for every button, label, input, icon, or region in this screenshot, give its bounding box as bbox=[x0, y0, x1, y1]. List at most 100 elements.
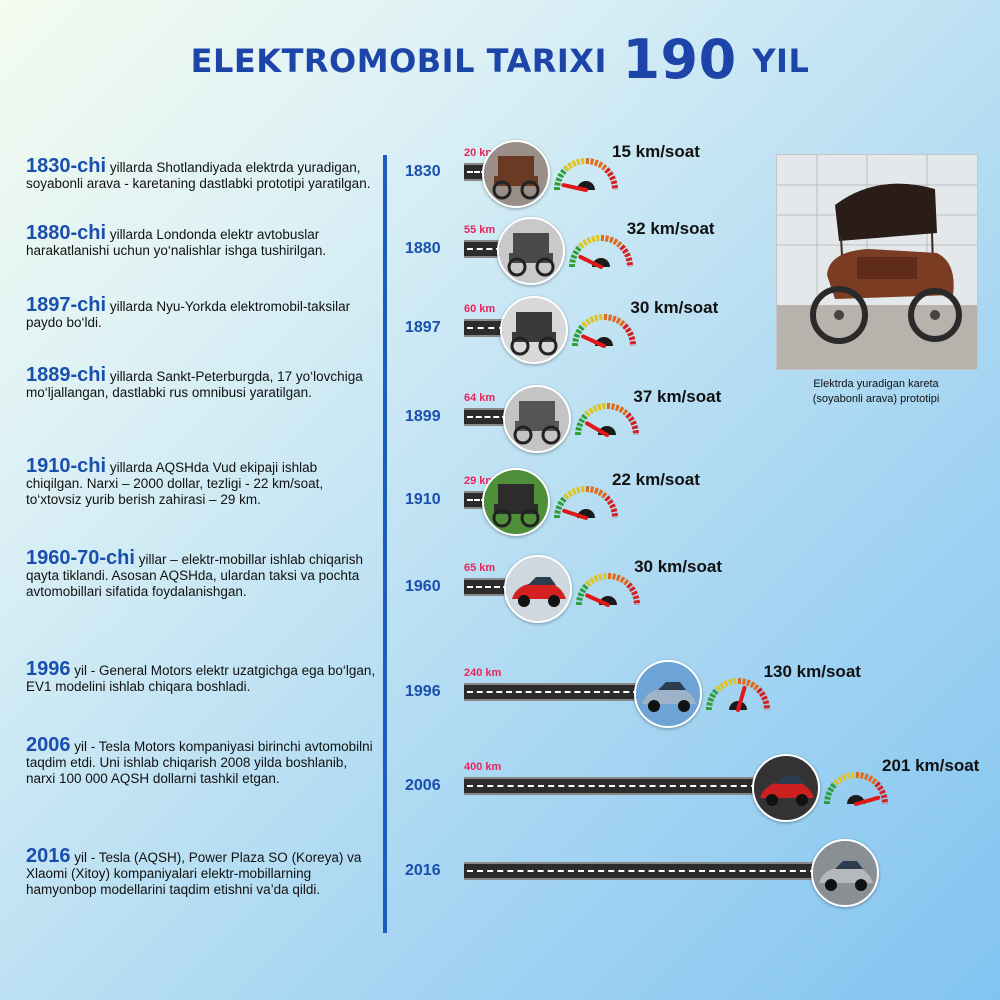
event-item: 1996 yil - General Motors elektr uzatgic… bbox=[26, 658, 376, 695]
gauge-arc-segment bbox=[585, 573, 609, 587]
car-body bbox=[494, 504, 538, 514]
car-photo bbox=[482, 140, 550, 208]
gauge-arc-segment bbox=[604, 314, 628, 328]
car-cabin bbox=[519, 401, 556, 423]
car-photo bbox=[496, 217, 565, 285]
event-item: 2006 yil - Tesla Motors kompaniyasi biri… bbox=[26, 734, 376, 787]
photo-caption-line2: (soyabonli arava) prototipi bbox=[812, 393, 940, 405]
event-year: 2006 bbox=[26, 734, 71, 756]
page-title: ELEKTROMOBIL TARIXI 190 YIL bbox=[0, 28, 1000, 91]
car-window bbox=[835, 861, 863, 869]
car-wheel bbox=[513, 425, 533, 445]
gauge-arc-segment bbox=[622, 323, 637, 347]
event-text: yillar – elektr-mobillar ishlab chiqaris… bbox=[26, 552, 364, 599]
gauge-arc-segment bbox=[607, 403, 630, 417]
event-year: 2016 bbox=[26, 845, 71, 867]
gauge-needle bbox=[585, 593, 611, 607]
car-body bbox=[515, 421, 560, 431]
event-text: yil - Tesla Motors kompaniyasi birinchi … bbox=[26, 739, 373, 786]
timeline-divider bbox=[383, 155, 387, 933]
range-label: 60 km bbox=[464, 303, 496, 315]
event-year: 1897-chi bbox=[26, 294, 107, 316]
range-bar bbox=[464, 408, 512, 426]
timeline-year-label: 1880 bbox=[405, 240, 441, 257]
gauge-arc-segment bbox=[563, 486, 587, 500]
event-text: yil - General Motors elektr uzatgichga e… bbox=[26, 663, 376, 694]
event-year: 1996 bbox=[26, 658, 71, 680]
gauge-arc-segment bbox=[575, 412, 590, 436]
range-bar bbox=[464, 240, 505, 258]
car-wheel bbox=[492, 180, 512, 200]
gauge-arc-segment bbox=[578, 235, 601, 249]
speed-label: 201 km/soat bbox=[882, 756, 980, 775]
car-wheel bbox=[541, 425, 561, 445]
gauge-arc-segment bbox=[600, 235, 624, 249]
gauge-arc-segment bbox=[833, 772, 857, 786]
gauge-needle bbox=[854, 795, 881, 806]
range-bar bbox=[464, 862, 819, 880]
car-photo bbox=[500, 296, 569, 364]
speed-gauge-dial bbox=[705, 678, 770, 712]
timeline-year-label: 2016 bbox=[405, 862, 441, 879]
speed-label: 32 km/soat bbox=[626, 219, 715, 238]
gauge-needle bbox=[735, 685, 747, 712]
carriage-photo bbox=[776, 154, 978, 370]
event-year: 1830-chi bbox=[26, 155, 107, 177]
range-label: 55 km bbox=[464, 224, 496, 236]
speed-gauge bbox=[702, 672, 774, 712]
car-cabin bbox=[498, 484, 534, 506]
event-year: 1889-chi bbox=[26, 364, 107, 386]
event-text: yillarda AQSHda Vud ekipaji ishlab chiqi… bbox=[26, 460, 324, 507]
event-year: 1960-70-chi bbox=[26, 547, 135, 569]
timeline-year-label: 2006 bbox=[405, 777, 441, 794]
speed-gauge-dial bbox=[554, 158, 618, 192]
speed-label: 15 km/soat bbox=[612, 142, 700, 161]
range-label: 65 km bbox=[464, 562, 496, 574]
gauge-arc-segment bbox=[572, 323, 587, 347]
title-prefix: ELEKTROMOBIL TARIXI bbox=[190, 42, 607, 80]
car-wheel bbox=[548, 595, 561, 607]
timeline-year-label: 1996 bbox=[405, 683, 441, 700]
gauge-arc-segment bbox=[554, 495, 568, 519]
event-year: 1910-chi bbox=[26, 455, 107, 477]
gauge-needle bbox=[562, 508, 588, 520]
car-wheel bbox=[518, 595, 531, 607]
gauge-arc-segment bbox=[581, 314, 605, 328]
car-wheel bbox=[825, 879, 837, 891]
gauge-arc-segment bbox=[607, 573, 631, 587]
speed-label: 30 km/soat bbox=[630, 298, 719, 317]
car-cabin bbox=[512, 233, 549, 255]
range-bar bbox=[464, 319, 509, 337]
car-photo bbox=[504, 555, 573, 623]
speed-label: 37 km/soat bbox=[633, 387, 722, 406]
timeline-year-label: 1910 bbox=[405, 491, 441, 508]
speed-gauge-dial bbox=[576, 573, 641, 607]
car-window bbox=[528, 577, 557, 585]
speed-gauge bbox=[565, 229, 637, 269]
speed-gauge-dial bbox=[824, 772, 888, 806]
range-bar bbox=[464, 777, 760, 795]
event-item: 1910-chi yillarda AQSHda Vud ekipaji ish… bbox=[26, 455, 376, 508]
speed-gauge-dial bbox=[575, 403, 640, 437]
timeline-year-label: 1897 bbox=[405, 319, 441, 336]
car-wheel bbox=[647, 700, 660, 712]
gauge-arc-segment bbox=[604, 167, 618, 191]
speed-gauge bbox=[572, 567, 644, 607]
photo-caption: Elektrda yuradigan kareta (soyabonli ara… bbox=[776, 377, 976, 407]
car-wheel bbox=[677, 700, 690, 712]
car-window bbox=[657, 682, 686, 690]
car-photo bbox=[752, 754, 820, 822]
speed-label: 22 km/soat bbox=[612, 470, 700, 489]
car-icon bbox=[754, 756, 818, 820]
car-body bbox=[508, 253, 553, 263]
event-text: yillarda Sankt-Peterburgda, 17 yo‘lovchi… bbox=[26, 369, 363, 400]
car-icon bbox=[505, 387, 570, 451]
car-body bbox=[819, 867, 873, 883]
gauge-needle bbox=[561, 183, 588, 192]
gauge-arc-segment bbox=[576, 582, 590, 606]
car-cabin bbox=[516, 312, 553, 334]
gauge-arc-segment bbox=[618, 244, 633, 268]
speed-gauge bbox=[550, 480, 622, 520]
gauge-arc-segment bbox=[626, 582, 641, 606]
car-icon bbox=[813, 841, 877, 905]
